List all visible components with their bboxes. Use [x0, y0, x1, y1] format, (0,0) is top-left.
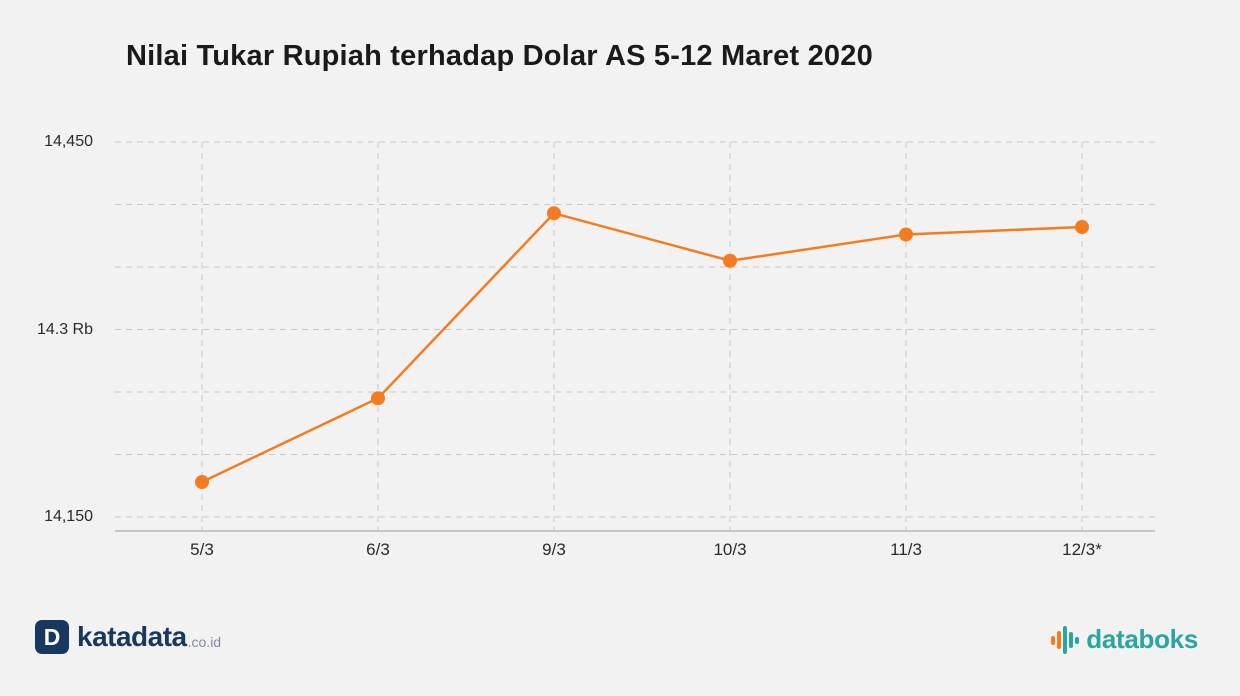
databoks-logo: databoks — [1051, 624, 1198, 655]
x-axis-label: 5/3 — [190, 540, 214, 559]
y-axis-label: 14,450 — [44, 133, 93, 150]
databoks-bars-icon — [1051, 625, 1080, 654]
x-axis-label: 9/3 — [542, 540, 566, 559]
katadata-icon: D — [35, 620, 69, 654]
y-axis-label: 14,150 — [44, 508, 93, 525]
x-axis-label: 10/3 — [713, 540, 747, 559]
databoks-brand-text: databoks — [1086, 624, 1198, 654]
x-axis-label: 11/3 — [890, 540, 922, 559]
katadata-brand-text: katadata — [77, 621, 187, 652]
x-axis-label: 6/3 — [366, 540, 390, 559]
katadata-logo: D katadata .co.id — [35, 620, 221, 654]
chart-title: Nilai Tukar Rupiah terhadap Dolar AS 5-1… — [126, 40, 873, 72]
y-axis-label: 14.3 Rb — [36, 320, 93, 338]
x-axis-label: 12/3* — [1062, 540, 1102, 559]
katadata-domain-text: .co.id — [187, 634, 222, 650]
